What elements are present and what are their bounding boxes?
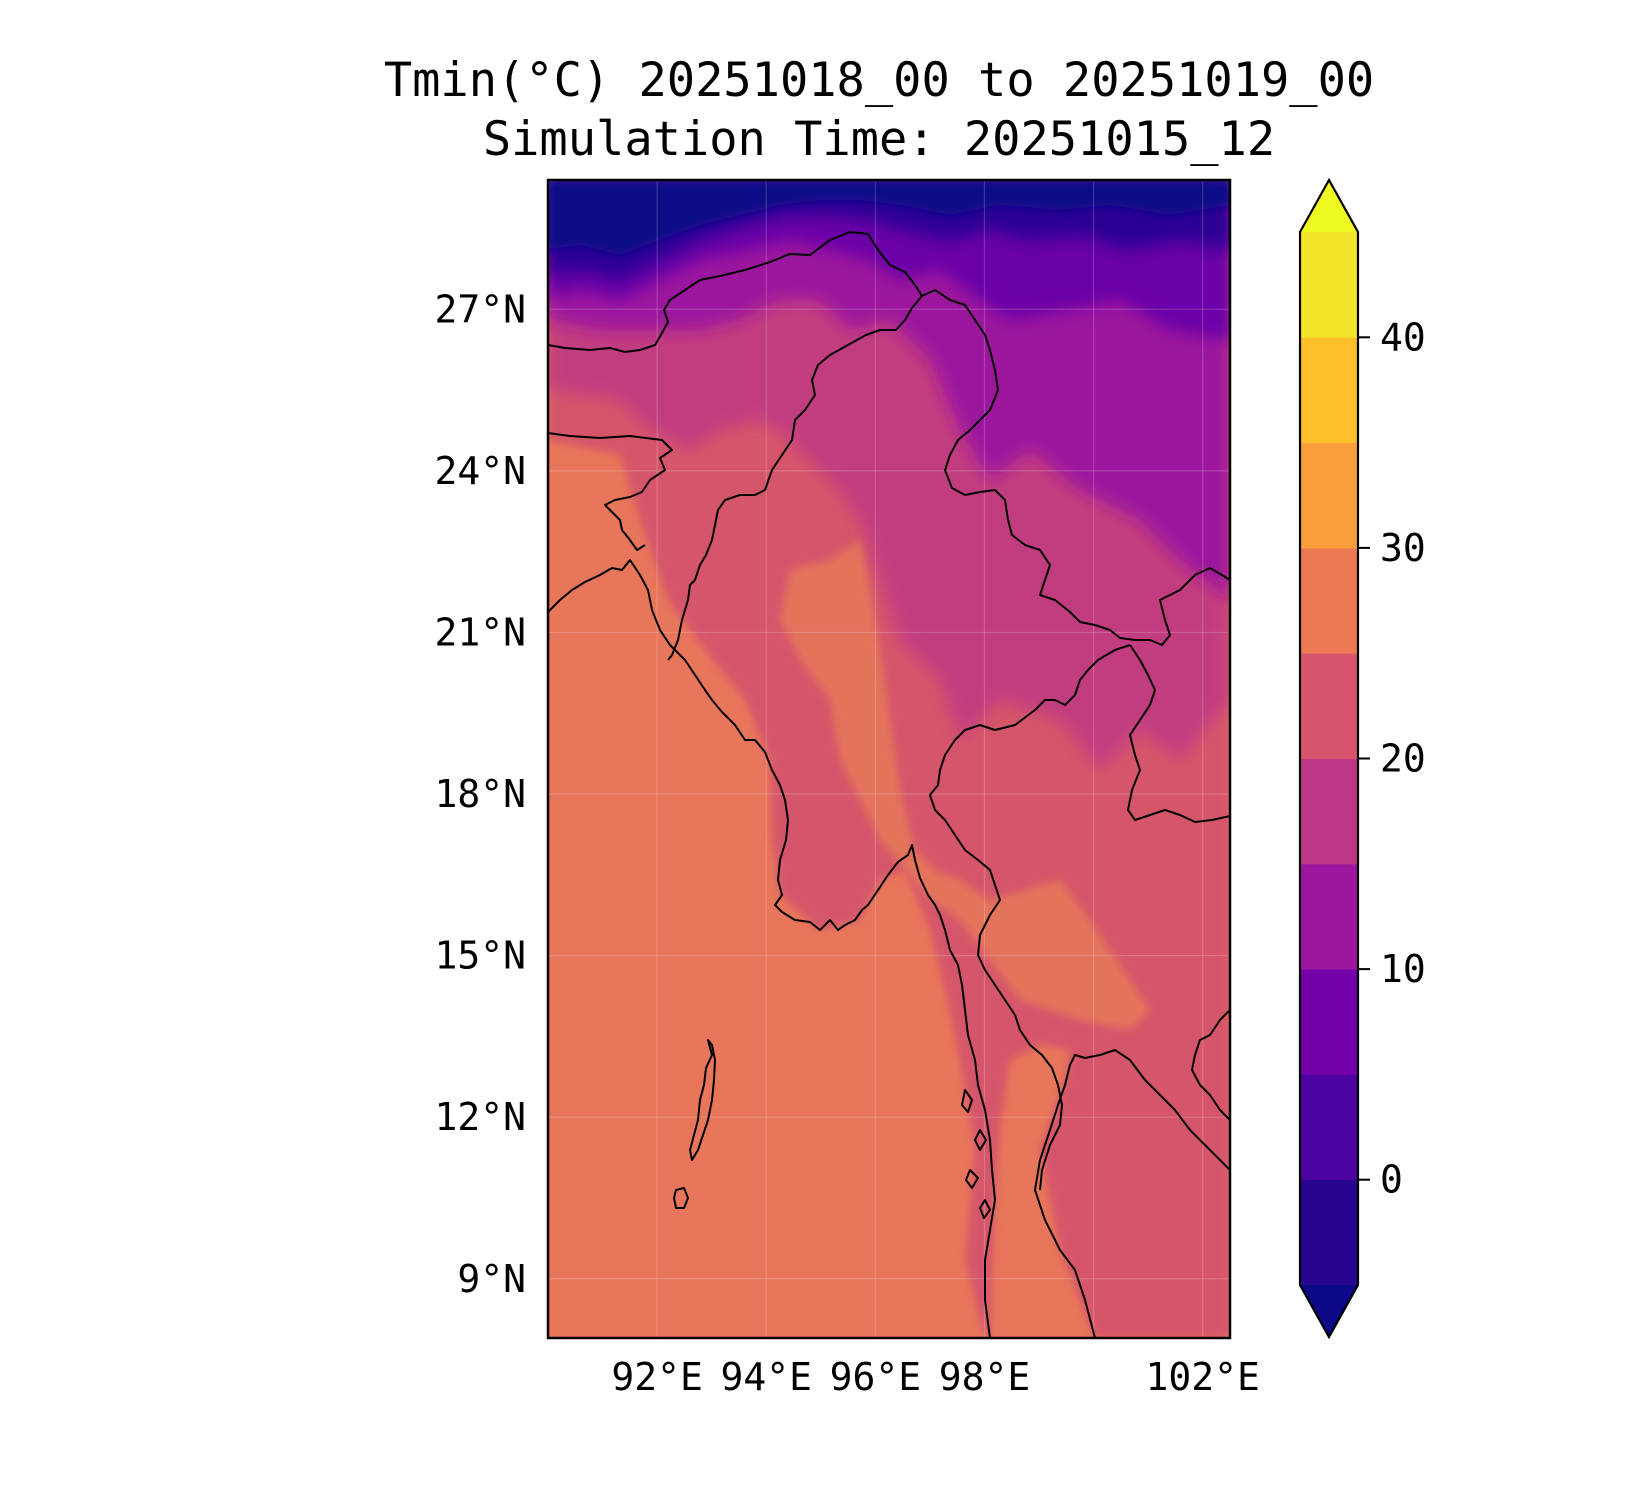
map-frame	[546, 178, 1232, 1340]
colorbar-tick-label: 30	[1380, 526, 1426, 570]
border-thailand-laos	[1127, 644, 1230, 823]
longitude-axis: 92°E 94°E 96°E 98°E 102°E	[611, 1355, 1260, 1399]
lon-tick-label: 98°E	[939, 1355, 1031, 1399]
colorbar: 0 10 20 30 40	[1298, 177, 1426, 1340]
colorbar-segment	[1300, 547, 1358, 654]
colorbar-segment	[1300, 969, 1358, 1075]
lon-tick-label: 96°E	[830, 1355, 922, 1399]
colorbar-segment	[1300, 758, 1358, 865]
colorbar-segment	[1300, 863, 1358, 970]
colorbar-segment	[1300, 337, 1358, 444]
peak-cold-zone	[548, 180, 1230, 255]
colorbar-tick-label: 10	[1380, 947, 1426, 991]
border-myanmar-india	[548, 231, 923, 661]
little-andaman-island	[673, 1187, 689, 1209]
lat-tick-label: 12°N	[434, 1095, 526, 1139]
colorbar-segment	[1300, 232, 1358, 338]
map-panel	[548, 180, 1230, 1338]
map-subtitle: Simulation Time: 20251015_12	[483, 112, 1275, 167]
colorbar-tick-label: 0	[1380, 1158, 1403, 1202]
lat-tick-label: 18°N	[434, 772, 526, 816]
andaman-islands	[689, 1039, 716, 1161]
lat-tick-label: 24°N	[434, 449, 526, 493]
colorbar-over-arrow	[1300, 180, 1358, 232]
colorbar-tick-label: 40	[1380, 315, 1426, 359]
lon-tick-label: 102°E	[1146, 1355, 1260, 1399]
lon-tick-label: 94°E	[720, 1355, 812, 1399]
border-myanmar-laos-thailand	[929, 644, 1131, 1191]
lat-tick-label: 9°N	[457, 1257, 526, 1301]
colorbar-under-arrow	[1300, 1285, 1358, 1337]
colorbar-segment	[1300, 653, 1358, 759]
colorbar-segment	[1300, 1074, 1358, 1181]
border-india-bangladesh	[548, 432, 673, 551]
border-thailand-cambodia	[1191, 1009, 1230, 1121]
warm-valley-zone	[780, 540, 1150, 1030]
lon-tick-label: 92°E	[611, 1355, 703, 1399]
lat-tick-label: 21°N	[434, 610, 526, 654]
map-boundaries	[548, 231, 1230, 1338]
colorbar-segment	[1300, 442, 1358, 549]
latitude-axis: 27°N 24°N 21°N 18°N 15°N 12°N 9°N	[434, 287, 526, 1300]
map-gridlines	[548, 180, 1230, 1338]
colorbar-tick-label: 20	[1380, 737, 1426, 781]
land-temperature-field	[548, 180, 1230, 1338]
map-title: Tmin(°C) 20251018_00 to 20251019_00	[384, 53, 1374, 108]
colorbar-outline	[1298, 177, 1360, 1340]
colorbar-segment	[1300, 1179, 1358, 1286]
lat-tick-label: 15°N	[434, 934, 526, 978]
coastline-gulf-of-thailand	[1034, 1049, 1230, 1338]
lat-tick-label: 27°N	[434, 287, 526, 331]
coastline-bay-of-bengal	[548, 559, 996, 1338]
border-myanmar-china	[921, 289, 1230, 646]
mergui-archipelago	[961, 1089, 991, 1219]
